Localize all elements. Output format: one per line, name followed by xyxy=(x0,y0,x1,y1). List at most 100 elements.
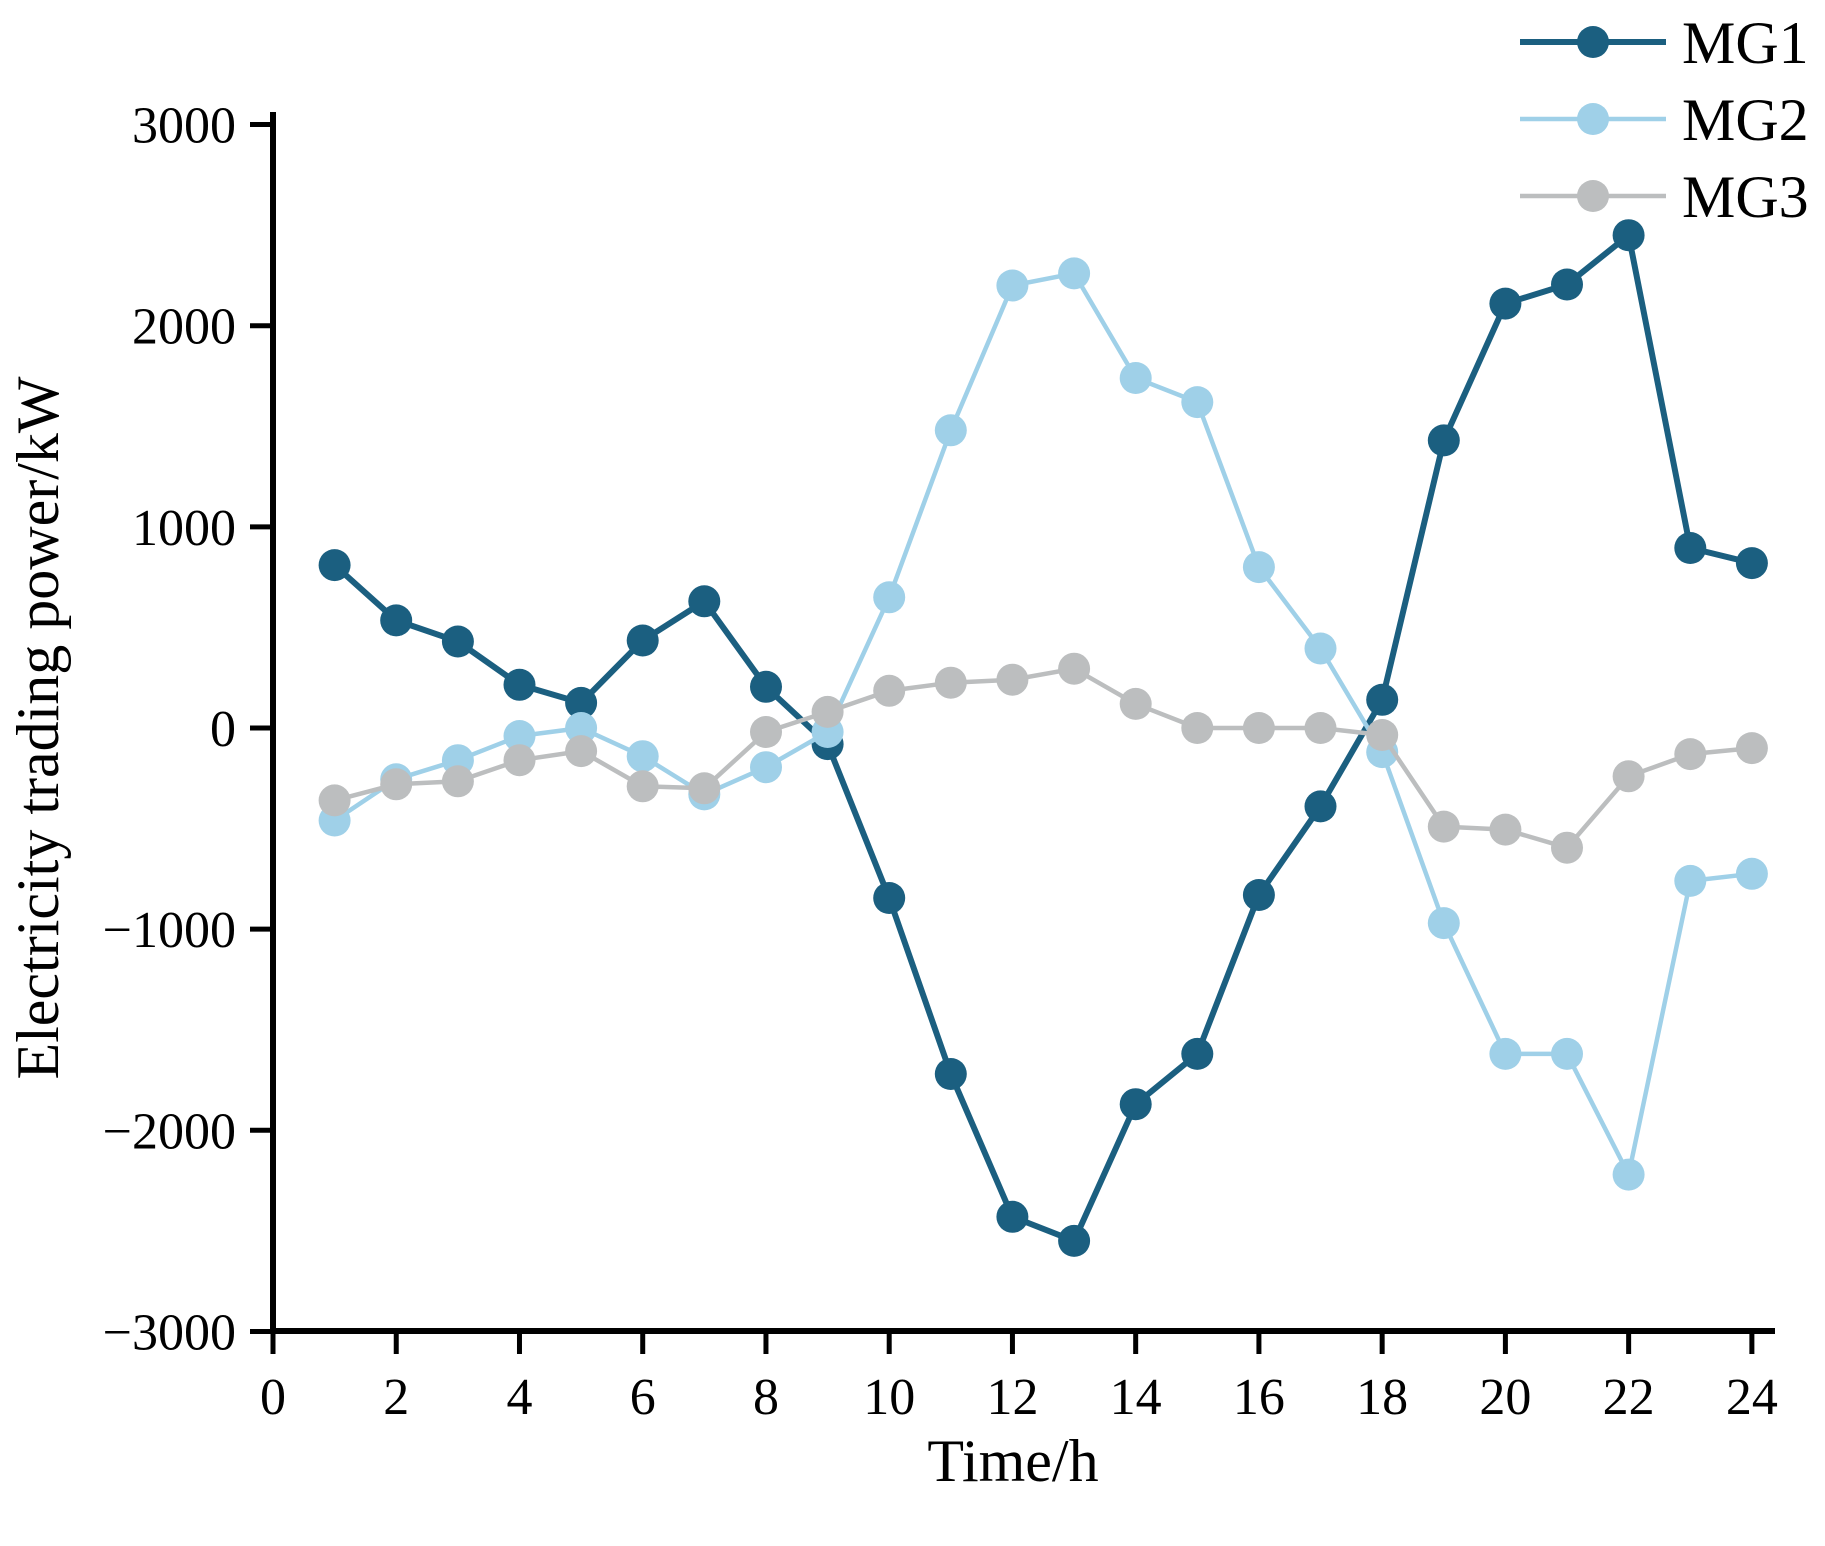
mg3-point-h16 xyxy=(1242,712,1275,744)
legend-item-mg3: MG3 xyxy=(1520,164,1809,230)
y-tick-label-3000: 3000 xyxy=(132,98,236,155)
mg1-point-h15 xyxy=(1181,1037,1214,1070)
y-tick-label-1000: 1000 xyxy=(132,500,236,557)
series-mg1 xyxy=(318,219,1768,1257)
mg3-point-h14 xyxy=(1119,687,1152,720)
mg1-point-h23 xyxy=(1674,532,1707,564)
mg3-point-h12 xyxy=(996,663,1029,696)
x-tick-label-6: 6 xyxy=(630,1369,656,1426)
x-tick-label-14: 14 xyxy=(1110,1369,1162,1426)
mg3-point-h10 xyxy=(873,674,906,707)
mg1-point-h10 xyxy=(873,882,906,914)
x-tick-label-0: 0 xyxy=(260,1369,286,1426)
x-tick-label-16: 16 xyxy=(1233,1369,1285,1426)
x-tick-label-10: 10 xyxy=(863,1369,915,1426)
mg3-point-h5 xyxy=(565,735,598,768)
mg3-point-h7 xyxy=(688,772,721,805)
mg3-point-h15 xyxy=(1181,712,1214,744)
y-tick-label--2000: −2000 xyxy=(103,1103,236,1160)
x-tick-label-12: 12 xyxy=(986,1369,1038,1426)
mg1-point-h1 xyxy=(318,549,351,582)
legend: MG1 MG2 MG3 xyxy=(1520,10,1809,230)
mg1-point-h14 xyxy=(1119,1088,1152,1121)
legend-item-mg2: MG2 xyxy=(1520,87,1809,153)
mg2-line xyxy=(333,271,1753,1177)
mg1-point-h6 xyxy=(626,624,659,657)
legend-label-mg1: MG1 xyxy=(1682,10,1809,76)
series-mg2 xyxy=(318,257,1768,1191)
mg1-point-h17 xyxy=(1304,790,1337,823)
mg2-point-h10 xyxy=(873,581,906,614)
mg3-point-h1 xyxy=(318,784,351,817)
mg2-point-h23 xyxy=(1674,864,1707,897)
mg1-point-h16 xyxy=(1242,879,1275,911)
mg2-point-h6 xyxy=(626,740,659,773)
mg1-point-h18 xyxy=(1366,683,1399,716)
mg2-point-h21 xyxy=(1551,1037,1583,1070)
mg2-point-h16 xyxy=(1242,551,1275,584)
legend-item-mg1: MG1 xyxy=(1520,10,1809,76)
mg3-point-h20 xyxy=(1489,813,1522,846)
y-tick-label-0: 0 xyxy=(210,701,236,758)
mg3-point-h8 xyxy=(750,716,782,748)
series-layer xyxy=(318,219,1768,1257)
mg2-point-h8 xyxy=(750,751,782,784)
mg1-point-h8 xyxy=(750,670,782,703)
legend-label-mg3: MG3 xyxy=(1682,164,1809,230)
mg2-point-h15 xyxy=(1181,386,1214,419)
mg2-point-h19 xyxy=(1427,907,1460,940)
y-tick-label--1000: −1000 xyxy=(103,902,236,959)
mg3-point-h11 xyxy=(934,666,967,699)
mg2-point-h13 xyxy=(1058,257,1091,290)
mg3-point-h23 xyxy=(1674,738,1707,771)
mg3-point-h21 xyxy=(1551,831,1583,864)
y-tick-label-2000: 2000 xyxy=(132,299,236,356)
legend-marker-mg1 xyxy=(1577,26,1609,58)
mg1-point-h3 xyxy=(441,625,474,658)
mg3-point-h24 xyxy=(1735,732,1768,765)
mg2-point-h24 xyxy=(1735,857,1768,890)
mg1-point-h12 xyxy=(996,1200,1029,1233)
mg2-point-h4 xyxy=(503,720,536,752)
mg2-point-h22 xyxy=(1612,1158,1645,1191)
mg1-line xyxy=(332,232,1753,1244)
mg3-point-h4 xyxy=(503,744,536,777)
legend-label-mg2: MG2 xyxy=(1682,87,1809,153)
mg2-point-h20 xyxy=(1489,1037,1522,1070)
mg3-point-h22 xyxy=(1612,760,1645,793)
mg3-point-h13 xyxy=(1058,652,1091,685)
x-tick-label-24: 24 xyxy=(1726,1369,1778,1426)
mg1-point-h7 xyxy=(688,585,721,618)
mg2-point-h12 xyxy=(996,269,1029,302)
mg1-point-h4 xyxy=(503,668,536,701)
mg3-point-h6 xyxy=(626,770,659,803)
mg3-point-h19 xyxy=(1427,810,1460,843)
mg3-point-h17 xyxy=(1304,712,1337,744)
mg1-point-h21 xyxy=(1551,268,1583,301)
x-tick-label-18: 18 xyxy=(1356,1369,1408,1426)
x-tick-label-2: 2 xyxy=(383,1369,409,1426)
mg1-point-h2 xyxy=(380,604,413,637)
legend-marker-mg3 xyxy=(1577,180,1609,212)
y-axis-title: Electricity trading power/kW xyxy=(5,376,71,1079)
mg1-point-h5 xyxy=(565,686,598,719)
mg1-point-h13 xyxy=(1058,1224,1091,1257)
mg2-point-h5 xyxy=(565,712,598,744)
mg1-point-h19 xyxy=(1427,424,1460,457)
x-tick-label-4: 4 xyxy=(506,1369,532,1426)
x-axis-title: Time/h xyxy=(927,1428,1098,1494)
mg1-point-h22 xyxy=(1612,219,1645,252)
legend-marker-mg2 xyxy=(1577,103,1609,135)
y-tick-label--3000: −3000 xyxy=(103,1304,236,1361)
mg1-point-h20 xyxy=(1489,287,1522,320)
mg3-point-h9 xyxy=(811,695,844,728)
mg1-point-h24 xyxy=(1735,547,1768,580)
mg2-point-h17 xyxy=(1304,632,1337,665)
x-tick-label-22: 22 xyxy=(1603,1369,1655,1426)
mg3-point-h18 xyxy=(1366,719,1399,751)
mg1-point-h11 xyxy=(934,1058,967,1090)
series-mg3 xyxy=(318,652,1768,864)
